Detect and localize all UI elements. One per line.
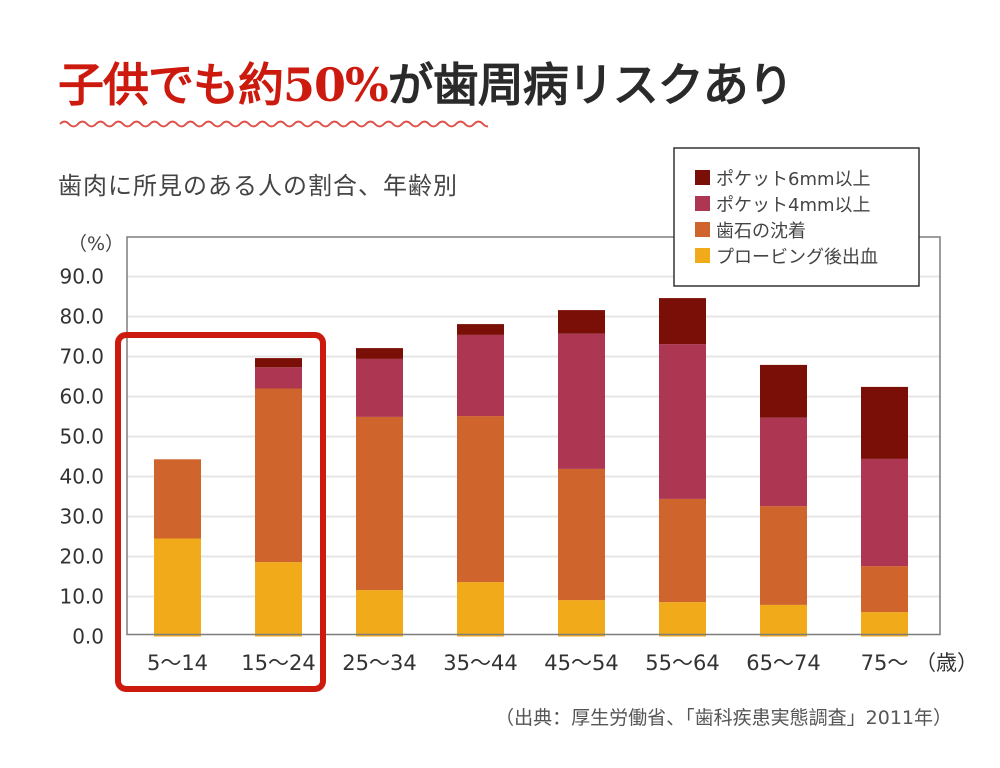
x-tick-label: 5～14 — [147, 651, 208, 675]
bar-segment — [255, 358, 302, 368]
y-tick-label: 60.0 — [59, 385, 104, 409]
bar-segment — [457, 324, 504, 335]
legend-label: ポケット6mm以上 — [716, 169, 871, 190]
legend-label: ポケット4mm以上 — [716, 195, 871, 216]
wavy-line — [59, 120, 488, 128]
bar-segment — [356, 590, 403, 637]
wavy-underline — [59, 120, 488, 128]
bar-segment — [558, 310, 605, 334]
bar-segment — [154, 459, 201, 539]
legend-label: 歯石の沈着 — [716, 221, 806, 242]
y-tick-label: 20.0 — [59, 545, 104, 569]
plot-frame — [126, 236, 941, 636]
bar-segment — [760, 417, 807, 507]
y-tick-label: 50.0 — [59, 425, 104, 449]
source-citation: （出典：厚生労働省、「歯科疾患実態調査」2011年） — [495, 707, 952, 729]
bar-segment — [356, 358, 403, 417]
bar-segment — [659, 344, 706, 499]
y-tick-label: 10.0 — [59, 585, 104, 609]
bar-segment — [558, 468, 605, 601]
bar-segment — [760, 506, 807, 605]
legend-box — [673, 147, 920, 287]
bar-segment — [255, 388, 302, 563]
x-tick-label: 45～54 — [544, 651, 618, 675]
x-axis-unit-label: （歳） — [915, 651, 978, 675]
y-axis-label: （%） — [68, 233, 124, 255]
x-tick-label: 65～74 — [746, 651, 820, 675]
bar-segment — [760, 604, 807, 637]
y-tick-label: 90.0 — [59, 265, 104, 289]
y-tick-label: 0.0 — [72, 625, 104, 649]
bar-segment — [558, 600, 605, 637]
x-tick-label: 35～44 — [443, 651, 517, 675]
x-tick-labels: 5～14 15～24 25～34 35～44 45～54 55～64 65～74 75～ — [147, 651, 908, 675]
y-tick-labels: 0.0 10.0 20.0 30.0 40.0 50.0 60.0 70.0 80.0 90.0 — [59, 265, 104, 649]
y-tick-label: 40.0 — [59, 465, 104, 489]
bar-segment — [659, 298, 706, 345]
y-tick-label: 70.0 — [59, 345, 104, 369]
bar-segment — [356, 416, 403, 591]
y-tick-label: 80.0 — [59, 305, 104, 329]
bar-segment — [861, 386, 908, 459]
plot-border — [126, 236, 941, 636]
legend-swatch — [695, 170, 710, 185]
bar-segment — [558, 333, 605, 469]
y-tick-label: 30.0 — [59, 505, 104, 529]
bar-segment — [457, 334, 504, 417]
x-tick-label: 55～64 — [645, 651, 719, 675]
bar-segment — [861, 458, 908, 567]
bar-segment — [861, 612, 908, 637]
x-tick-label: 25～34 — [342, 651, 416, 675]
legend-swatch — [695, 196, 710, 211]
bar-segment — [255, 562, 302, 637]
chart-subtitle: 歯肉に所見のある人の割合、年齢別 — [58, 172, 458, 200]
x-tick-label: 75～ — [861, 651, 909, 675]
bars — [154, 298, 908, 637]
bar-segment — [659, 602, 706, 637]
bar-segment — [659, 498, 706, 603]
headline: 子供でも約50%が歯周病リスクあり — [58, 50, 794, 120]
x-tick-label: 15～24 — [241, 651, 315, 675]
bar-segment — [861, 566, 908, 613]
bar-segment — [457, 416, 504, 583]
gridlines — [127, 275, 940, 598]
bar-segment — [356, 348, 403, 359]
bar-segment — [255, 367, 302, 389]
legend-label: プロービング後出血 — [716, 247, 878, 268]
bar-segment — [457, 582, 504, 637]
bar-segment — [154, 538, 201, 637]
legend-swatch — [695, 222, 710, 237]
legend-swatch — [695, 248, 710, 263]
headline-highlight: 子供でも約50% — [58, 58, 389, 112]
bar-segment — [760, 364, 807, 418]
highlight-box — [115, 332, 326, 692]
headline-rest: が歯周病リスクあり — [387, 58, 794, 112]
